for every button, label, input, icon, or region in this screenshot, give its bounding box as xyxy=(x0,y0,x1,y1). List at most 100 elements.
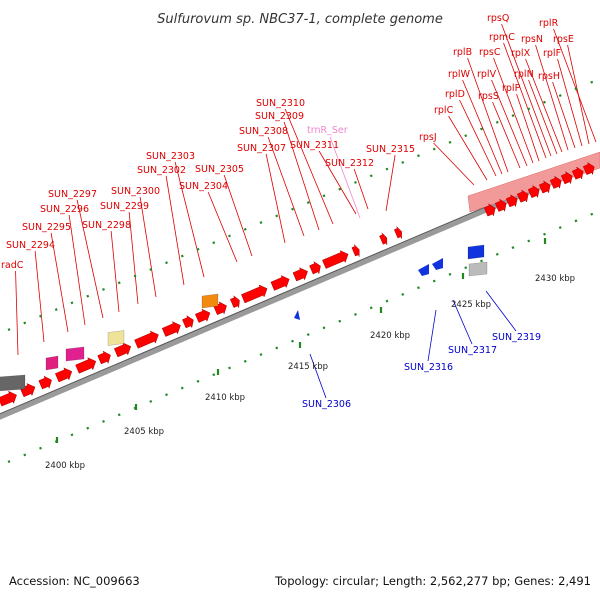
forward-leader-line xyxy=(265,153,286,244)
forward-gene-label: SUN_2307 xyxy=(237,143,286,154)
outer-tick-mark xyxy=(527,239,531,243)
reverse-leader-line xyxy=(427,309,437,362)
forward-gene-arrow xyxy=(527,184,540,199)
inner-tick-mark xyxy=(133,274,137,278)
inner-tick-mark xyxy=(480,127,483,131)
forward-gene-arrow xyxy=(194,308,211,323)
forward-leader-line xyxy=(34,250,45,343)
forward-leader-line xyxy=(459,99,497,177)
forward-gene-arrow xyxy=(351,244,360,257)
inner-tick-mark xyxy=(102,288,105,291)
inner-tick-mark xyxy=(180,254,184,258)
forward-leader-line xyxy=(68,214,86,326)
inner-tick-mark xyxy=(385,167,389,171)
inner-tick-mark xyxy=(448,140,452,144)
forward-leader-line xyxy=(448,115,488,181)
forward-leader-line xyxy=(462,79,503,175)
outer-tick-mark xyxy=(149,399,153,403)
forward-gene-arrow xyxy=(322,250,349,269)
forward-gene-label: rplR xyxy=(539,18,559,29)
forward-gene-arrow xyxy=(516,189,529,203)
rna-gene-label: trnR_Ser xyxy=(307,125,348,136)
inner-tick-mark xyxy=(259,221,263,225)
forward-leader-line xyxy=(165,175,185,286)
forward-leader-line xyxy=(50,232,69,333)
forward-gene-arrow xyxy=(0,390,17,407)
forward-gene-label: SUN_2304 xyxy=(179,181,228,192)
forward-leader-line xyxy=(467,57,509,173)
forward-gene-label: rplN xyxy=(514,69,534,80)
forward-leader-line xyxy=(492,101,521,169)
ribosomal-gene-cluster xyxy=(467,151,600,213)
inner-tick-mark xyxy=(338,187,342,191)
forward-gene-label: rplP xyxy=(502,83,521,94)
outer-tick-mark xyxy=(102,420,105,423)
outer-tick-mark xyxy=(7,460,11,464)
forward-gene-label: SUN_2296 xyxy=(40,204,89,215)
forward-leader-line xyxy=(433,142,475,186)
forward-gene-arrow xyxy=(229,295,240,309)
forward-leader-line xyxy=(128,211,139,305)
forward-gene-label: rplD xyxy=(445,89,465,100)
inner-tick-mark xyxy=(228,234,231,238)
forward-gene-arrow xyxy=(241,284,268,304)
reverse-leader-line xyxy=(309,353,327,399)
outer-tick-mark xyxy=(448,272,452,276)
outer-tick-mark xyxy=(322,326,326,330)
inner-tick-mark xyxy=(432,147,436,151)
forward-leader-line xyxy=(491,79,528,167)
outer-tick-mark xyxy=(306,333,310,336)
inner-tick-mark xyxy=(574,87,578,91)
magenta-feature-box xyxy=(65,346,85,362)
kbp-tick-label: 2420 kbp xyxy=(370,331,410,341)
forward-leader-line xyxy=(207,191,238,263)
outer-tick-mark xyxy=(417,286,420,290)
forward-gene-arrow xyxy=(560,171,573,185)
forward-gene-arrow xyxy=(379,232,388,245)
forward-gene-label: rpsE xyxy=(553,34,574,45)
magenta-feature-box xyxy=(45,355,59,371)
forward-gene-label: SUN_2295 xyxy=(22,222,71,233)
outer-tick-mark xyxy=(165,393,168,397)
blue-feature-box xyxy=(467,244,485,260)
forward-leader-line xyxy=(516,93,540,162)
forward-gene-label: rplB xyxy=(453,47,472,58)
map-title: Sulfurovum sp. NBC37-1, complete genome xyxy=(157,12,443,27)
forward-gene-label: SUN_2310 xyxy=(256,98,305,109)
forward-leader-line xyxy=(535,44,569,151)
forward-leader-line xyxy=(110,230,120,313)
forward-gene-label: rplF xyxy=(543,48,561,59)
forward-gene-label: rpsC xyxy=(479,47,501,58)
inner-tick-mark xyxy=(165,261,168,265)
reverse-gene-label: SUN_2317 xyxy=(448,345,497,356)
forward-gene-arrow xyxy=(292,267,308,282)
forward-gene-arrow xyxy=(393,226,402,239)
forward-gene-arrow xyxy=(538,180,551,194)
forward-gene-label: SUN_2303 xyxy=(146,151,195,162)
forward-gene-label: SUN_2294 xyxy=(6,240,55,251)
outer-tick-mark xyxy=(70,433,74,437)
forward-leader-line xyxy=(557,58,583,147)
inner-tick-mark xyxy=(511,114,515,118)
forward-gene-label: SUN_2315 xyxy=(366,144,415,155)
inner-tick-mark xyxy=(86,294,90,298)
forward-leader-line xyxy=(552,81,576,149)
inner-tick-mark xyxy=(354,181,357,184)
reverse-leader-line xyxy=(452,299,473,345)
forward-gene-arrow xyxy=(19,383,36,398)
forward-gene-arrow xyxy=(134,330,159,349)
forward-leader-line xyxy=(385,154,396,212)
forward-gene-label: SUN_2302 xyxy=(137,165,186,176)
forward-gene-arrow xyxy=(97,350,111,365)
forward-gene-arrow xyxy=(571,166,584,180)
inner-tick-mark xyxy=(369,174,373,178)
topology-summary: Topology: circular; Length: 2,562,277 bp… xyxy=(275,574,591,588)
forward-gene-label: SUN_2312 xyxy=(325,158,374,169)
inner-tick-mark xyxy=(70,301,74,305)
forward-leader-line xyxy=(501,23,552,157)
forward-gene-label: rplX xyxy=(511,48,531,59)
outer-tick-mark xyxy=(196,379,200,383)
forward-gene-arrow xyxy=(483,203,496,217)
forward-leader-line xyxy=(174,161,205,278)
